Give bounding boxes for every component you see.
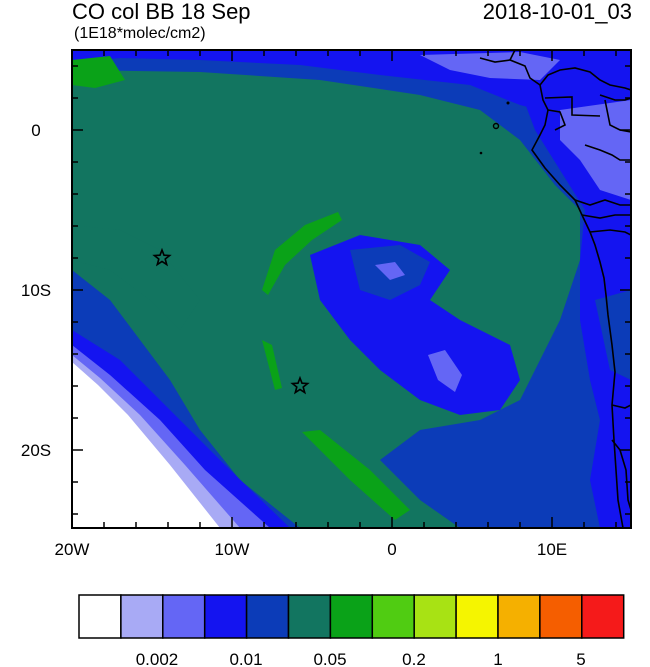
colorbar-swatch (287, 594, 332, 639)
colorbar-swatch (455, 594, 499, 639)
field-east-light (560, 100, 631, 200)
colorbar-swatch (581, 594, 625, 639)
field-central-light-2 (428, 350, 462, 392)
site-marker-star-2 (290, 375, 310, 395)
units-label: (1E18*molec/cm2) (74, 25, 206, 42)
colorbar-tick-label: 0.002 (136, 650, 179, 667)
field-east-blue (520, 80, 631, 528)
island-annobon (479, 151, 483, 155)
colorbar-swatch (539, 594, 583, 639)
coastlines (479, 50, 631, 528)
timestamp-label: 2018-10-01_03 (482, 0, 632, 24)
field-east-dark (595, 290, 631, 380)
lon-label-10w: 10W (215, 540, 250, 559)
colorbar-tick-label: 5 (576, 650, 585, 667)
plot-title: CO col BB 18 Sep (72, 0, 251, 24)
colorbar-swatch (329, 594, 374, 639)
lon-label-0: 0 (387, 540, 396, 559)
colorbar-swatch (413, 594, 457, 639)
colorbar-swatch (120, 594, 164, 639)
field-sw-white (72, 362, 220, 528)
lat-label-20s: 20S (21, 441, 51, 460)
colorbar-swatch (245, 594, 290, 639)
lat-label-0: 0 (31, 121, 40, 140)
colorbar-swatch (162, 594, 206, 639)
field-green-streak-2 (262, 340, 282, 390)
colorbar-swatch (203, 594, 248, 639)
island-sao-tome (492, 122, 500, 130)
field-west-teal (72, 225, 200, 330)
co-field (72, 50, 631, 528)
island-bioko (506, 101, 510, 105)
colorbar-labels: 0.002 0.01 0.05 0.2 1 5 (136, 650, 586, 667)
colorbar-swatch (371, 594, 415, 639)
colorbar-swatch (78, 594, 122, 639)
lon-label-10e: 10E (537, 540, 567, 559)
site-marker-star-1 (152, 247, 172, 267)
colorbar (78, 594, 625, 639)
field-green-streak-4 (72, 56, 125, 88)
field-north-light (420, 52, 560, 80)
axis-ticks (71, 50, 631, 528)
colorbar-tick-label: 0.01 (229, 650, 262, 667)
colorbar-tick-label: 0.05 (313, 650, 346, 667)
lat-label-10s: 10S (21, 281, 51, 300)
field-green-streak-1 (262, 212, 342, 295)
plot-frame (71, 49, 632, 529)
field-green-streak-3 (302, 430, 410, 520)
colorbar-tick-label: 0.2 (402, 650, 426, 667)
colorbar-tick-label: 1 (493, 650, 502, 667)
colorbar-swatch (497, 594, 541, 639)
field-central-light (375, 262, 405, 280)
lon-label-20w: 20W (55, 540, 90, 559)
